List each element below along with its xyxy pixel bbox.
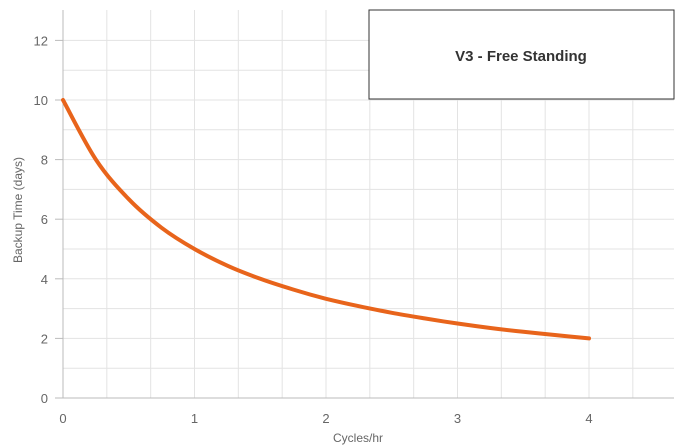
y-tick-label: 10 [34,93,48,108]
x-axis-title: Cycles/hr [333,431,383,445]
x-tick-label: 0 [59,411,66,426]
x-tick-label: 3 [454,411,461,426]
x-tick-label: 2 [322,411,329,426]
x-tick-labels: 0 1 2 3 4 [59,411,592,426]
y-axis-title: Backup Time (days) [11,157,25,263]
legend: V3 - Free Standing [368,9,675,100]
y-tick-label: 0 [41,391,48,406]
y-tick-label: 6 [41,212,48,227]
legend-box [368,9,675,100]
x-tick-label: 4 [585,411,592,426]
legend-series-label: V3 - Free Standing [455,48,587,65]
y-tick-label: 12 [34,33,48,48]
y-tick-label: 4 [41,272,48,287]
y-tick-labels: 0 2 4 6 8 10 12 [34,33,63,406]
x-tick-label: 1 [191,411,198,426]
series-line-v3-free-standing [61,98,591,341]
y-tick-label: 2 [41,331,48,346]
y-tick-label: 8 [41,153,48,168]
